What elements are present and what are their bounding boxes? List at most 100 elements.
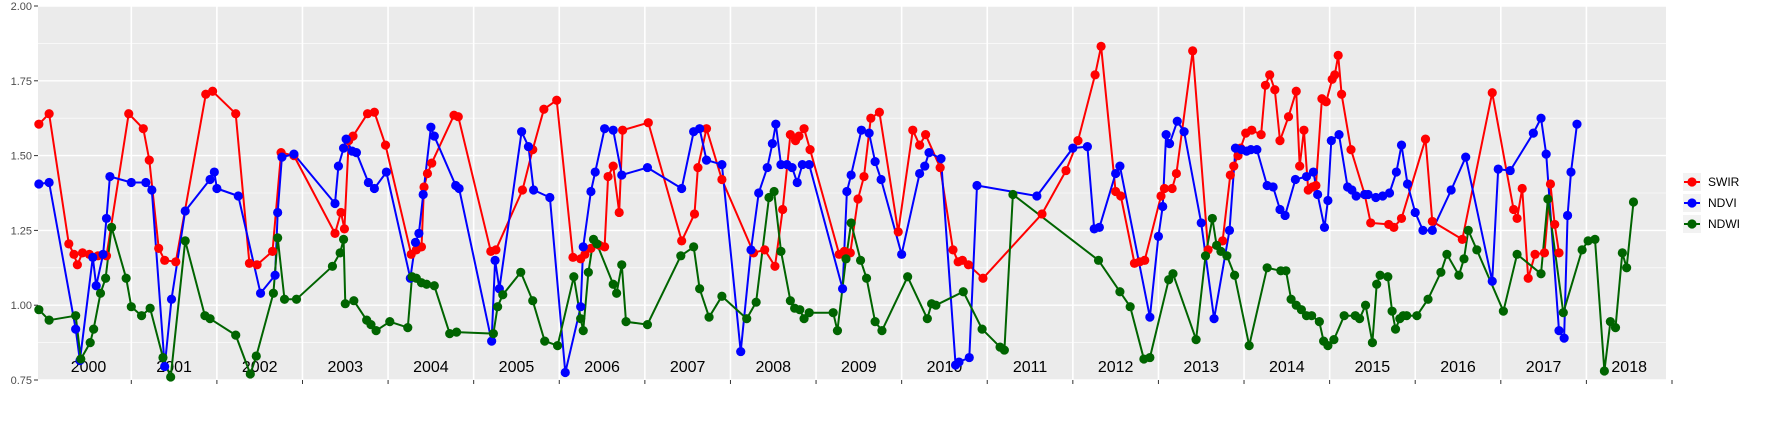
data-point-ndwi xyxy=(245,369,255,379)
data-point-ndvi xyxy=(1562,210,1573,221)
data-point-ndvi xyxy=(98,249,108,259)
data-point-swir xyxy=(948,245,958,255)
y-tick-label: 1.00 xyxy=(11,300,32,312)
data-point-ndwi xyxy=(1463,225,1473,235)
data-point-ndwi xyxy=(445,329,455,339)
data-point-ndvi xyxy=(141,177,151,188)
data-point-swir xyxy=(785,130,795,140)
data-point-swir xyxy=(1330,70,1340,80)
data-point-ndwi xyxy=(795,305,805,315)
data-point-ndvi xyxy=(870,156,880,167)
data-point-swir xyxy=(1509,204,1519,215)
data-point-ndwi xyxy=(95,288,106,298)
data-point-ndwi xyxy=(841,254,851,264)
data-point-swir xyxy=(1545,179,1556,189)
data-point-swir xyxy=(874,107,884,117)
data-point-ndwi xyxy=(366,320,376,330)
data-point-ndwi xyxy=(576,314,586,324)
data-point-swir xyxy=(64,239,74,249)
data-point-swir xyxy=(1420,134,1431,144)
data-point-ndwi xyxy=(89,324,99,334)
data-point-swir xyxy=(252,260,262,270)
data-point-swir xyxy=(677,236,687,246)
data-point-swir xyxy=(1247,125,1257,135)
data-point-swir xyxy=(419,182,429,192)
data-point-ndwi xyxy=(1622,263,1632,273)
data-point-swir xyxy=(1116,191,1126,201)
data-point-ndvi xyxy=(166,294,177,304)
data-point-ndvi xyxy=(523,142,534,152)
data-point-ndvi xyxy=(767,139,777,149)
data-point-swir xyxy=(1346,145,1356,155)
data-point-ndvi xyxy=(1094,222,1104,233)
data-point-ndwi xyxy=(205,314,215,324)
data-point-ndvi xyxy=(1301,171,1312,182)
data-point-ndvi xyxy=(964,352,974,363)
data-point-ndwi xyxy=(1390,324,1401,334)
data-point-swir xyxy=(208,86,218,96)
data-point-ndwi xyxy=(335,248,345,258)
data-point-swir xyxy=(921,130,931,140)
data-point-ndwi xyxy=(676,251,686,261)
data-point-swir xyxy=(1275,136,1285,146)
data-point-ndwi xyxy=(1436,267,1446,277)
data-point-ndvi xyxy=(677,183,687,194)
data-point-swir xyxy=(1523,273,1533,283)
data-point-swir xyxy=(770,261,780,271)
data-point-ndvi xyxy=(1566,167,1576,177)
data-point-ndwi xyxy=(1459,254,1469,264)
data-point-ndwi xyxy=(1230,270,1240,280)
data-point-swir xyxy=(1333,50,1343,60)
data-point-ndvi xyxy=(1252,145,1262,155)
data-point-ndvi xyxy=(545,192,555,203)
data-point-ndwi xyxy=(291,294,302,304)
data-point-ndvi xyxy=(897,249,907,259)
series-points xyxy=(34,41,1639,382)
data-point-ndwi xyxy=(71,311,81,321)
year-label-2014: 2014 xyxy=(1269,359,1305,376)
data-point-ndwi xyxy=(340,299,350,309)
data-point-swir xyxy=(422,168,433,179)
year-label-2015: 2015 xyxy=(1355,359,1391,376)
data-point-ndwi xyxy=(528,296,538,306)
data-point-swir xyxy=(160,255,170,265)
data-point-swir xyxy=(1291,86,1301,96)
data-point-ndwi xyxy=(832,326,843,336)
data-point-swir xyxy=(330,228,340,238)
data-point-ndwi xyxy=(158,352,168,363)
data-point-ndwi xyxy=(429,281,439,291)
data-point-ndvi xyxy=(333,161,344,171)
year-label-2008: 2008 xyxy=(755,359,791,376)
data-point-swir xyxy=(244,258,255,268)
data-point-ndvi xyxy=(856,125,867,135)
data-point-ndvi xyxy=(1554,326,1564,336)
data-point-swir xyxy=(580,249,590,259)
data-point-swir xyxy=(552,95,562,105)
data-point-ndwi xyxy=(1372,279,1382,289)
data-point-ndwi xyxy=(1360,300,1371,310)
data-point-ndwi xyxy=(1590,234,1600,244)
data-point-ndwi xyxy=(1329,335,1339,345)
legend-marker-ndwi xyxy=(1687,219,1697,229)
data-point-swir xyxy=(794,131,804,141)
data-point-ndwi xyxy=(1323,340,1333,351)
data-point-swir xyxy=(1171,168,1182,179)
data-point-ndwi xyxy=(451,327,462,337)
data-point-swir xyxy=(1167,183,1177,194)
data-point-ndvi xyxy=(212,183,222,194)
data-point-swir xyxy=(1225,170,1235,180)
data-point-ndvi xyxy=(617,170,627,180)
data-point-ndwi xyxy=(776,246,786,256)
data-point-ndvi xyxy=(1334,130,1344,140)
data-point-ndvi xyxy=(1313,189,1323,200)
data-point-ndvi xyxy=(920,161,930,171)
year-label-2013: 2013 xyxy=(1183,359,1219,376)
data-point-ndvi xyxy=(1068,143,1078,153)
year-label-2017: 2017 xyxy=(1526,359,1562,376)
data-point-ndvi xyxy=(846,170,856,180)
data-point-ndvi xyxy=(804,159,814,170)
data-point-ndvi xyxy=(205,174,215,185)
data-point-swir xyxy=(701,124,712,134)
data-point-ndwi xyxy=(1168,269,1178,279)
